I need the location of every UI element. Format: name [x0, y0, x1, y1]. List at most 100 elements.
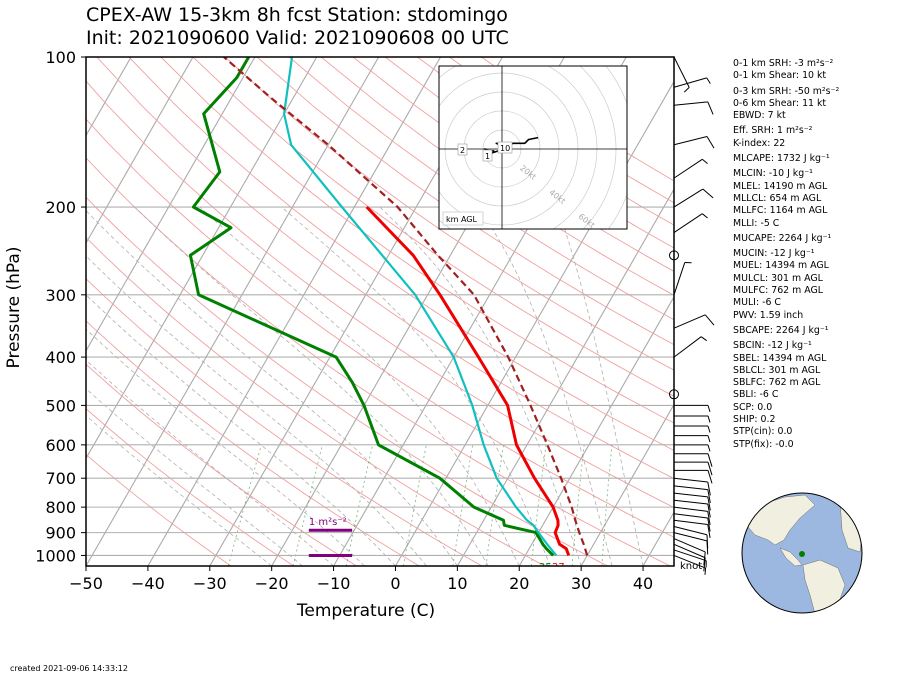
globe-landmass [779, 547, 803, 567]
background-lines [86, 57, 674, 566]
stat-line: SBCAPE: 2264 J kg⁻¹ [733, 324, 829, 336]
wind-barb [673, 477, 711, 496]
barb-flag [702, 188, 714, 199]
mixing-ratio-line [530, 444, 547, 566]
stat-line: SBCIN: -12 J kg⁻¹ [733, 340, 812, 352]
dry-adiabat [288, 57, 674, 321]
chart-title-line1: CPEX-AW 15-3km 8h fcst Station: stdoming… [86, 4, 508, 26]
stat-line: MLLCL: 654 m AGL [733, 192, 822, 204]
barb-flag [707, 524, 711, 538]
y-tick-label: 400 [45, 348, 76, 367]
moist-adiabat [199, 206, 520, 566]
wetbulb-line [283, 57, 558, 557]
isotherm [518, 295, 674, 566]
parcel-line [223, 57, 589, 556]
wind-barb [673, 519, 711, 538]
wind-barb [674, 415, 711, 423]
wind-barb [673, 158, 708, 179]
wind-barb [673, 336, 707, 358]
barb-half-flag [701, 158, 708, 164]
stat-line: MUEL: 14394 m AGL [733, 260, 829, 272]
barb-shaft [673, 506, 708, 512]
dry-adiabat [256, 57, 674, 346]
y-tick-label: 700 [45, 469, 76, 488]
moist-adiabat [86, 388, 303, 566]
wind-barb [673, 554, 707, 575]
barb-flag [703, 557, 706, 572]
hodograph-height-label: 2 [457, 143, 468, 156]
y-tick-label: 200 [45, 198, 76, 217]
hodograph-height-text: 1 [485, 152, 490, 161]
x-axis-label: Temperature (C) [296, 601, 435, 621]
y-tick-label: 100 [45, 48, 76, 67]
barb-shaft [673, 56, 690, 88]
plot-border [85, 56, 675, 567]
barb-shaft [673, 526, 708, 536]
hodograph-frame: km AGL [438, 65, 628, 230]
barb-flag [707, 496, 711, 511]
stat-line: MUCIN: -12 J kg⁻¹ [733, 248, 815, 260]
hodograph-height-box [497, 141, 513, 154]
mixing-ratio-line [227, 444, 262, 566]
hodograph-ring-label: 80kt [606, 236, 626, 254]
moist-adiabat [134, 206, 489, 566]
wind-barbs: knot [669, 56, 715, 575]
wind-barb [673, 492, 711, 511]
moist-adiabat [86, 294, 396, 566]
wind-barb [674, 444, 711, 452]
isotherm [86, 57, 318, 460]
axes-frame: −50 −40 −30 −20 −10 0 10 20 30 40 100 200 300 400 500 6… [4, 48, 675, 621]
hodograph-height-box [482, 149, 493, 162]
stat-line: 0-1 km Shear: 10 kt [733, 70, 827, 82]
barb-half-flag [704, 568, 707, 575]
dry-adiabat [192, 57, 674, 397]
wind-barb [674, 453, 713, 467]
barb-shaft [673, 336, 702, 358]
hodograph-height-label: 10 [497, 141, 513, 154]
y-tick-label: 800 [45, 498, 76, 517]
barb-flag [707, 101, 714, 115]
wind-barb [673, 513, 711, 532]
barb-half-flag [707, 425, 711, 433]
barb-flag [707, 517, 711, 532]
stat-line: 0-1 km SRH: -3 m²s⁻² [733, 58, 834, 69]
temperature-line [365, 205, 571, 556]
barb-shaft [673, 314, 706, 329]
isotherm [86, 57, 256, 352]
chart-title-line2: Init: 2021090600 Valid: 2021090608 00 UT… [86, 27, 509, 49]
dry-adiabat [86, 236, 546, 566]
barb-half-flag [701, 213, 708, 219]
hodograph-inset [439, 66, 627, 229]
locator-globe [741, 492, 863, 614]
barb-flag [706, 534, 709, 549]
wind-barb [674, 425, 711, 433]
moist-adiabat [86, 210, 458, 566]
stat-line: SBEL: 14394 m AGL [733, 352, 827, 364]
dry-adiabat [160, 57, 674, 424]
mixing-ratio-line [403, 444, 427, 566]
x-tick-label: −40 [131, 574, 165, 593]
dry-adiabat [86, 118, 674, 538]
station-marker [799, 551, 805, 557]
profile-lines: 1 m²s⁻² 25 27 [188, 57, 589, 566]
barb-shaft [673, 538, 706, 553]
stat-line: STP(cin): 0.0 [733, 426, 793, 438]
stat-line: MULI: -6 C [733, 297, 781, 309]
y-tick-label: 900 [45, 524, 76, 543]
x-tick-label: −10 [317, 574, 351, 593]
wind-barb [673, 136, 715, 149]
hodograph-border [438, 65, 628, 230]
dry-adiabat [86, 196, 608, 566]
dry-adiabat [224, 57, 674, 371]
y-tick-label: 600 [45, 436, 76, 455]
barb-shaft [673, 532, 708, 542]
barb-flag [706, 136, 715, 149]
barb-flag [707, 489, 711, 504]
barb-shaft [673, 513, 708, 519]
x-tick-label: 10 [447, 574, 467, 593]
globe-outline [741, 492, 863, 614]
wind-barb [673, 77, 711, 88]
hodograph-height-text: 10 [500, 144, 510, 153]
wind-barb [673, 538, 706, 566]
